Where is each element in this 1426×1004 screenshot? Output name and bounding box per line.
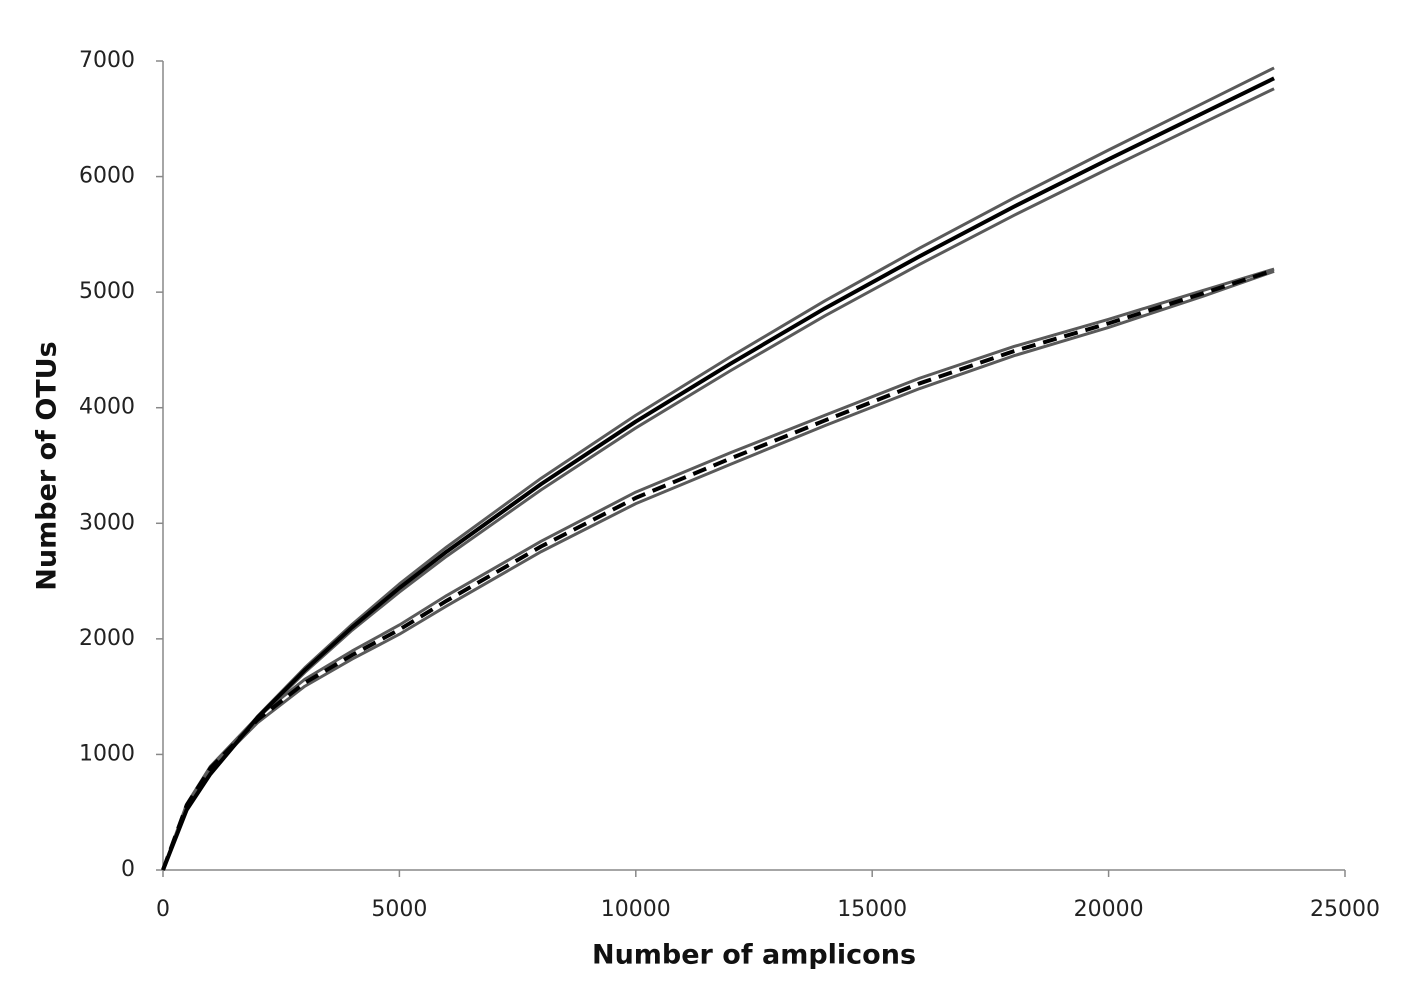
- series-line: [161, 268, 1275, 871]
- series-line: [161, 87, 1275, 871]
- x-tick-label: 5000: [371, 897, 427, 922]
- x-tick-label: 20000: [1074, 897, 1144, 922]
- y-tick-label: 4000: [79, 395, 135, 420]
- y-tick-label: 1000: [79, 741, 135, 766]
- x-tick-label: 10000: [601, 897, 671, 922]
- y-tick-label: 6000: [79, 164, 135, 189]
- y-tick-label: 3000: [79, 510, 135, 535]
- series-line: [161, 76, 1275, 871]
- series-line: [161, 269, 1275, 871]
- x-tick-label: 15000: [837, 897, 907, 922]
- y-axis-title: Number of OTUs: [32, 341, 63, 590]
- x-tick-label: 25000: [1310, 897, 1380, 922]
- y-tick-label: 7000: [79, 48, 135, 73]
- x-tick-label: 0: [156, 897, 170, 922]
- y-tick-label: 5000: [79, 279, 135, 304]
- y-tick-label: 0: [121, 857, 135, 882]
- x-axis-title: Number of amplicons: [592, 940, 916, 971]
- series-line: [161, 267, 1275, 871]
- y-tick-label: 2000: [79, 626, 135, 651]
